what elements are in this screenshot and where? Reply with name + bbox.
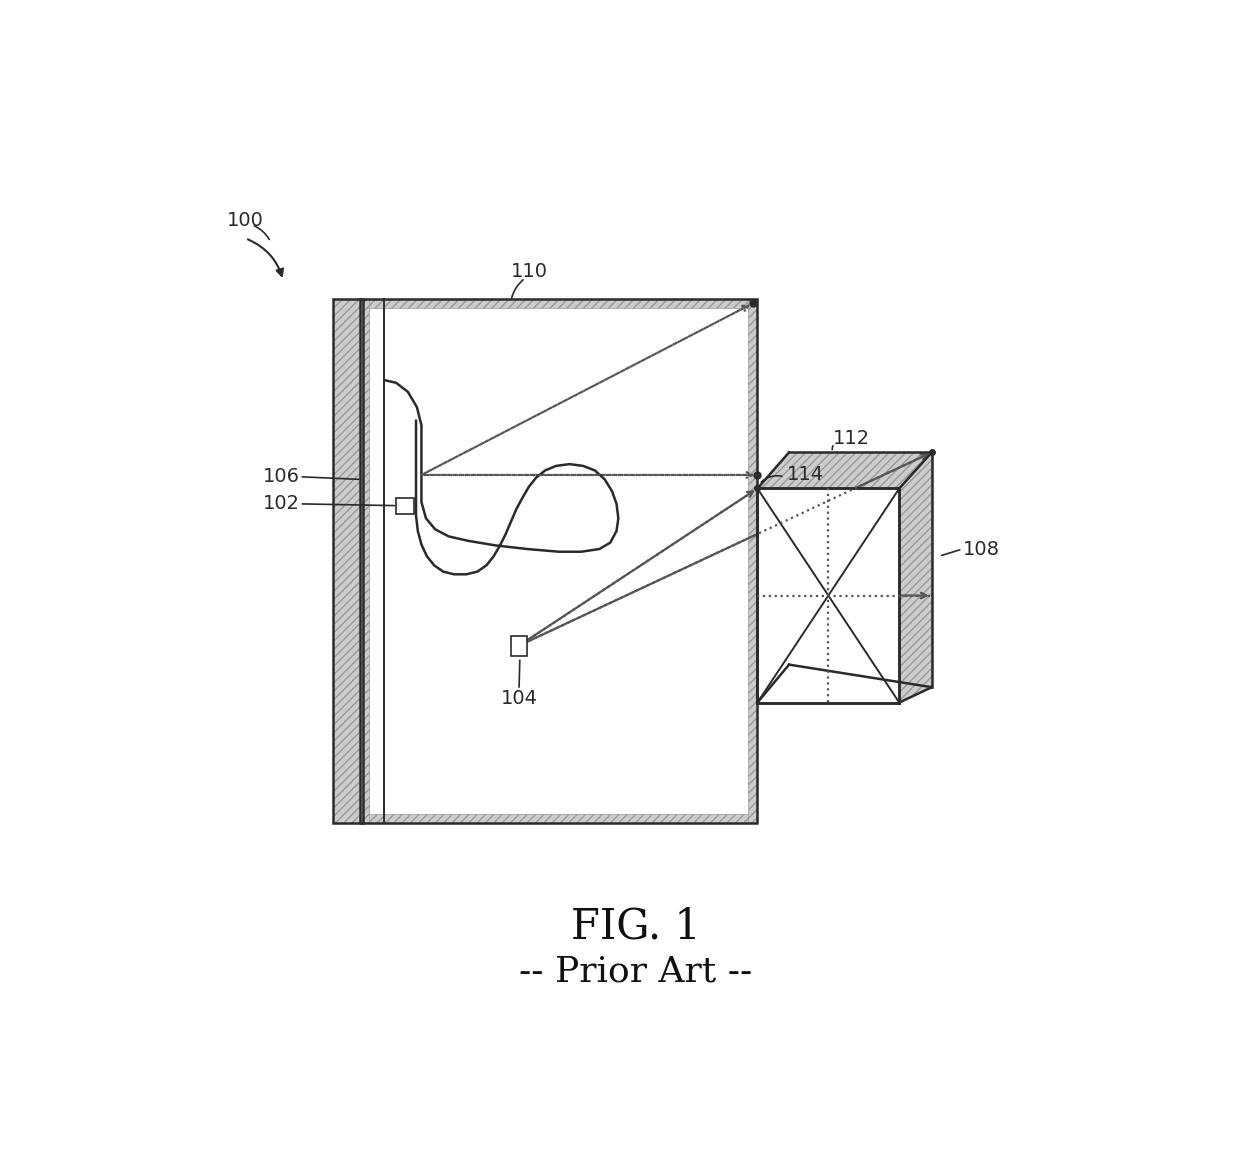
Bar — [360, 299, 370, 822]
Bar — [749, 299, 758, 822]
Polygon shape — [758, 488, 899, 703]
Text: FIG. 1: FIG. 1 — [570, 906, 701, 948]
Bar — [360, 299, 758, 307]
Text: 100: 100 — [227, 211, 264, 230]
Text: -- Prior Art --: -- Prior Art -- — [518, 955, 753, 989]
Text: 102: 102 — [263, 494, 300, 514]
Text: 112: 112 — [832, 429, 869, 448]
Bar — [511, 636, 527, 656]
Bar — [360, 814, 758, 822]
Bar — [332, 299, 363, 822]
Text: 110: 110 — [511, 263, 547, 282]
Polygon shape — [758, 453, 931, 488]
Bar — [360, 299, 758, 822]
Bar — [332, 299, 363, 822]
Text: 114: 114 — [787, 466, 825, 484]
Text: 108: 108 — [962, 540, 999, 558]
Bar — [396, 497, 414, 514]
Text: 104: 104 — [501, 690, 537, 708]
Polygon shape — [899, 453, 931, 703]
Text: 106: 106 — [263, 467, 300, 487]
